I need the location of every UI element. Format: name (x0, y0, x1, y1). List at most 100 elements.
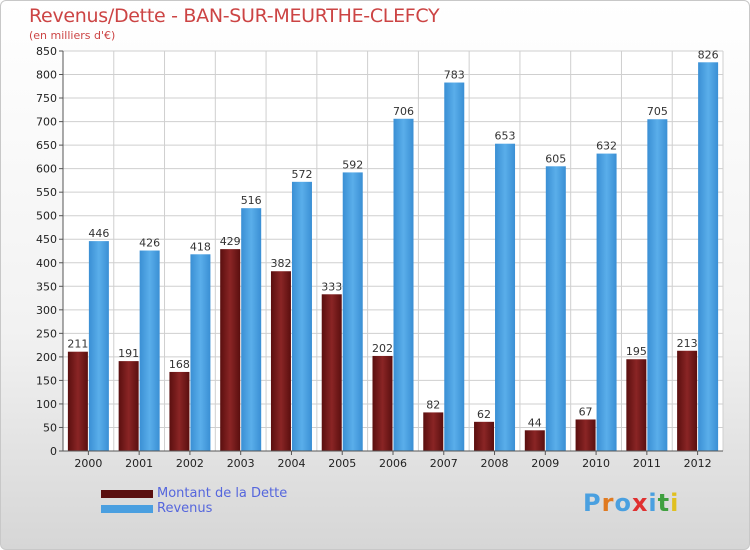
legend-swatch-debt (101, 490, 153, 498)
bar-revenue-2012 (698, 62, 719, 451)
y-tick-label: 700 (36, 116, 57, 129)
data-label-revenue-2001: 426 (139, 237, 160, 250)
bar-debt-2007 (423, 412, 444, 451)
x-tick-label-2010: 2010 (582, 457, 610, 470)
data-label-revenue-2006: 706 (393, 105, 414, 118)
y-tick-label: 800 (36, 69, 57, 82)
bar-revenue-2000 (88, 241, 109, 451)
data-label-revenue-2008: 653 (495, 130, 516, 143)
y-tick-label: 250 (36, 327, 57, 340)
data-label-revenue-2005: 592 (342, 158, 363, 171)
x-tick-label-2007: 2007 (430, 457, 458, 470)
legend-label-revenue: Revenus (157, 501, 213, 516)
data-label-revenue-2004: 572 (291, 168, 312, 181)
y-tick-label: 200 (36, 351, 57, 364)
data-label-revenue-2012: 826 (698, 48, 719, 61)
data-label-debt-2008: 62 (477, 408, 491, 421)
y-tick-label: 650 (36, 139, 57, 152)
y-tick-label: 750 (36, 92, 57, 105)
data-label-revenue-2010: 632 (596, 140, 617, 153)
y-tick-label: 350 (36, 280, 57, 293)
data-label-revenue-2003: 516 (241, 194, 262, 207)
bar-revenue-2001 (139, 250, 160, 451)
x-tick-label-2006: 2006 (379, 457, 407, 470)
y-tick-label: 500 (36, 210, 57, 223)
data-label-debt-2009: 44 (528, 416, 542, 429)
bar-revenue-2009 (545, 166, 566, 451)
logo-letter: t (657, 489, 671, 517)
logo-letter: i (670, 489, 680, 517)
x-tick-label-2003: 2003 (227, 457, 255, 470)
bar-debt-2003 (220, 249, 241, 451)
data-label-debt-2005: 333 (321, 280, 342, 293)
axis-layer: 0 50 100 150 200 250 300 350 400 450 500 550 600 650 7… (36, 45, 723, 470)
data-label-revenue-2002: 418 (190, 240, 211, 253)
x-tick-label-2005: 2005 (328, 457, 356, 470)
data-label-debt-2012: 213 (677, 337, 698, 350)
logo-letter: i (648, 489, 658, 517)
bar-debt-2000 (67, 351, 88, 451)
y-tick-label: 50 (43, 421, 57, 434)
data-label-debt-2003: 429 (220, 235, 241, 248)
bar-revenue-2004 (291, 181, 312, 451)
bar-debt-2011 (626, 359, 647, 451)
data-label-debt-2001: 191 (118, 347, 139, 360)
data-label-revenue-2000: 446 (88, 227, 109, 240)
bar-revenue-2010 (596, 153, 617, 451)
x-tick-label-2008: 2008 (481, 457, 509, 470)
y-tick-label: 300 (36, 304, 57, 317)
bar-debt-2010 (575, 419, 596, 451)
x-tick-label-2012: 2012 (684, 457, 712, 470)
y-tick-label: 850 (36, 45, 57, 58)
legend-swatch-revenue (101, 505, 153, 513)
y-tick-label: 400 (36, 257, 57, 270)
y-tick-label: 600 (36, 163, 57, 176)
data-label-debt-2010: 67 (579, 405, 593, 418)
data-label-revenue-2007: 783 (444, 69, 465, 82)
bar-revenue-2007 (444, 82, 465, 451)
x-tick-label-2000: 2000 (74, 457, 102, 470)
bar-revenue-2011 (647, 119, 668, 451)
x-tick-label-2002: 2002 (176, 457, 204, 470)
data-label-debt-2006: 202 (372, 342, 393, 355)
data-label-debt-2007: 82 (426, 398, 440, 411)
y-tick-label: 0 (50, 445, 57, 458)
y-tick-label: 450 (36, 233, 57, 246)
proxiti-logo: Proxiti (583, 489, 679, 517)
bar-debt-2002 (169, 371, 190, 451)
bar-debt-2008 (474, 421, 495, 451)
bar-debt-2004 (270, 271, 291, 451)
bar-debt-2001 (118, 361, 139, 451)
bar-revenue-2003 (241, 208, 262, 451)
x-tick-label-2009: 2009 (531, 457, 559, 470)
bars-layer: 211 446 191 426 168 418 429 516 382 572 333 592 202 7… (67, 48, 719, 452)
bar-revenue-2006 (393, 118, 414, 451)
data-label-revenue-2009: 605 (545, 152, 566, 165)
data-label-revenue-2011: 705 (647, 105, 668, 118)
chart-title: Revenus/Dette - BAN-SUR-MEURTHE-CLEFCY (29, 5, 440, 27)
bar-debt-2005 (321, 294, 342, 451)
y-tick-label: 550 (36, 186, 57, 199)
x-tick-label-2001: 2001 (125, 457, 153, 470)
y-tick-label: 100 (36, 398, 57, 411)
bar-revenue-2002 (190, 254, 211, 451)
logo-letter: o (614, 489, 632, 517)
x-tick-label-2011: 2011 (633, 457, 661, 470)
bar-debt-2009 (524, 430, 545, 451)
bar-revenue-2008 (495, 143, 516, 452)
logo-letter: x (631, 489, 649, 517)
bar-revenue-2005 (342, 172, 363, 452)
logo-letter: r (601, 489, 615, 517)
chart-subtitle: (en milliers d'€) (29, 29, 116, 42)
logo-letter: P (583, 489, 602, 517)
data-label-debt-2004: 382 (270, 257, 291, 270)
data-label-debt-2011: 195 (626, 345, 647, 358)
bar-debt-2006 (372, 355, 393, 451)
x-tick-label-2004: 2004 (277, 457, 305, 470)
data-label-debt-2000: 211 (67, 338, 88, 351)
data-label-debt-2002: 168 (169, 358, 190, 371)
legend-label-debt: Montant de la Dette (157, 486, 288, 501)
bar-debt-2012 (677, 350, 698, 451)
